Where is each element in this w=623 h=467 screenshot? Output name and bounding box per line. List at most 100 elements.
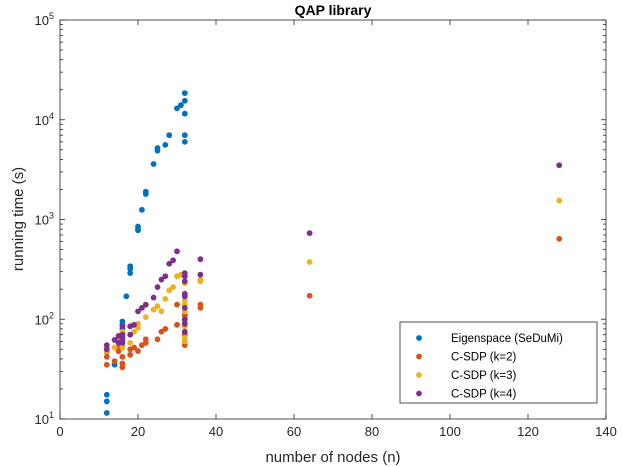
data-point (103, 398, 110, 405)
data-point (154, 284, 161, 291)
data-point (154, 336, 161, 343)
data-point (181, 297, 188, 304)
data-point (119, 353, 126, 360)
data-point (139, 304, 145, 311)
legend-marker (416, 372, 422, 378)
data-point (123, 293, 130, 300)
legend: Eigenspace (SeDuMi) C-SDP (k=2) C-SDP (k=3… (399, 321, 598, 404)
data-point (181, 132, 188, 139)
data-point (181, 97, 188, 104)
data-point (154, 145, 161, 151)
y-tick-label: 103 (35, 211, 54, 228)
data-point (135, 348, 141, 354)
data-point (131, 344, 138, 351)
data-point (111, 358, 118, 365)
data-point (158, 308, 165, 315)
data-point (181, 110, 188, 117)
data-point (174, 321, 180, 328)
data-point (556, 235, 563, 242)
data-points (103, 90, 563, 416)
data-point (135, 324, 141, 331)
data-point (306, 259, 313, 265)
data-point (150, 306, 157, 313)
legend-label: C-SDP (k=2) (451, 352, 516, 364)
data-point (197, 271, 204, 278)
data-point (158, 276, 165, 283)
data-point (197, 301, 204, 308)
chart-title: QAP library (295, 2, 372, 18)
x-tick-label: 100 (439, 424, 461, 439)
data-point (131, 321, 138, 328)
data-point (119, 318, 126, 325)
data-point (142, 336, 149, 343)
x-tick-label: 140 (595, 424, 617, 439)
data-point (103, 391, 110, 398)
data-point (139, 206, 145, 213)
x-tick-label: 60 (287, 424, 301, 439)
data-point (142, 314, 149, 321)
data-point (181, 138, 188, 145)
legend-label: C-SDP (k=3) (451, 370, 516, 382)
legend-marker (416, 390, 422, 397)
data-point (103, 361, 110, 368)
data-point (119, 323, 126, 330)
x-tick-labels: 0 20 40 60 80 100 120 140 (56, 424, 616, 439)
series-4-points (103, 162, 563, 353)
data-point (181, 90, 188, 96)
data-point (154, 303, 161, 310)
legend-label: C-SDP (k=4) (451, 389, 516, 401)
data-point (127, 331, 134, 338)
data-point (166, 287, 173, 294)
data-point (119, 360, 126, 367)
data-point (135, 227, 141, 234)
data-point (127, 339, 134, 346)
data-point (556, 197, 563, 204)
y-tick-label: 105 (35, 11, 54, 28)
data-point (103, 410, 110, 416)
data-point (181, 304, 188, 311)
data-point (166, 260, 173, 267)
data-point (306, 292, 313, 299)
x-tick-label: 40 (209, 424, 223, 439)
y-tick-label: 104 (35, 111, 54, 128)
data-point (119, 331, 126, 338)
data-point (166, 132, 173, 139)
data-point (103, 353, 110, 360)
data-point (178, 102, 184, 109)
data-point (162, 273, 169, 280)
legend-marker (416, 353, 422, 360)
data-point (181, 335, 188, 341)
data-point (197, 276, 204, 283)
data-point (127, 270, 134, 277)
y-tick-label: 102 (35, 310, 54, 327)
data-point (150, 294, 157, 301)
data-point (181, 270, 188, 277)
data-point (103, 346, 110, 353)
data-point (181, 320, 188, 327)
data-point (181, 328, 188, 335)
data-point (127, 263, 134, 270)
axis-ticks (59, 19, 607, 420)
data-point (181, 290, 188, 297)
x-axis-title: number of nodes (n) (265, 449, 400, 466)
data-point (174, 105, 180, 112)
x-tick-label: 20 (131, 424, 145, 439)
data-point (181, 316, 188, 323)
y-tick-labels: 101 102 103 104 105 (35, 11, 54, 427)
data-point (174, 301, 180, 308)
data-point (142, 301, 149, 308)
data-point (150, 161, 157, 167)
data-point (181, 278, 188, 285)
data-point (142, 188, 149, 195)
x-tick-label: 80 (365, 424, 379, 439)
y-tick-label: 101 (35, 410, 54, 427)
x-tick-label: 0 (56, 424, 63, 439)
x-tick-label: 120 (517, 424, 539, 439)
data-point (111, 344, 118, 351)
legend-box (399, 321, 598, 404)
y-axis-title: running time (s) (10, 167, 27, 271)
data-point (170, 284, 177, 291)
data-point (162, 295, 169, 302)
data-point (306, 230, 313, 237)
